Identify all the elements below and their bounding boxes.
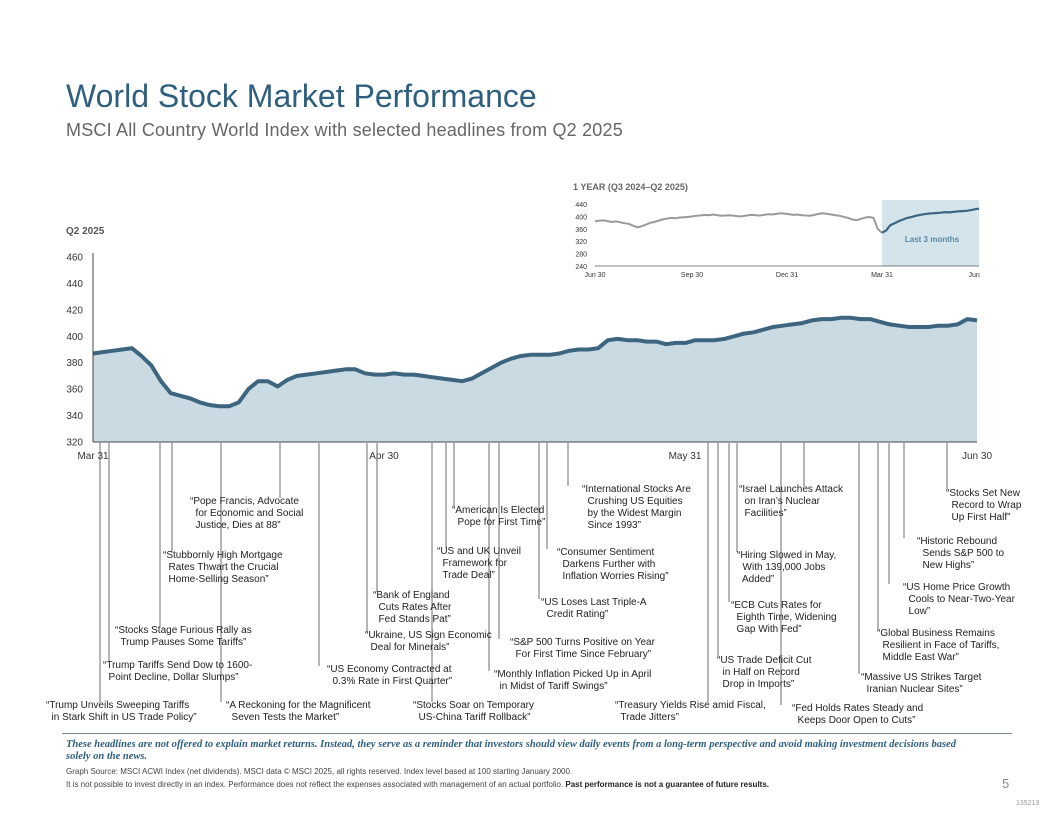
- main-y-tick-label: 380: [66, 358, 83, 369]
- risk-bold: Past performance is not a guarantee of f…: [565, 780, 769, 789]
- headline-11: “US and UK Unveil Framework for Trade De…: [437, 546, 521, 581]
- main-y-tick-label: 460: [66, 253, 83, 264]
- main-x-tick-label: Mar 31: [77, 451, 109, 462]
- headline-20: “ECB Cuts Rates for Eighth Time, Widenin…: [731, 600, 837, 635]
- headline-7: “US Economy Contracted at 0.3% Rate in F…: [327, 664, 453, 687]
- headline-6: “Pope Francis, Advocate for Economic and…: [190, 496, 304, 531]
- inset-y-tick-label: 320: [575, 239, 587, 246]
- headline-24: “Massive US Strikes Target Iranian Nucle…: [861, 672, 982, 695]
- risk-note: It is not possible to invest directly in…: [66, 780, 769, 789]
- main-x-tick-label: Jun 30: [962, 451, 992, 462]
- headline-1: “Trump Unveils Sweeping Tariffs in Stark…: [46, 700, 197, 723]
- main-y-tick-label: 320: [66, 438, 83, 449]
- inset-y-tick-label: 360: [575, 227, 587, 234]
- headline-18: “Treasury Yields Rise amid Fiscal, Trade…: [615, 700, 766, 723]
- document-code: 135213: [1016, 800, 1040, 807]
- headline-25: “Global Business Remains Resilient in Fa…: [877, 628, 1000, 663]
- headline-4: “Stubbornly High Mortgage Rates Thwart t…: [163, 550, 283, 585]
- headline-5: “A Reckoning for the Magnificent Seven T…: [226, 700, 371, 723]
- page-title: World Stock Market Performance: [66, 78, 537, 114]
- headline-17: “International Stocks Are Crushing US Eq…: [582, 484, 691, 531]
- inset-x-tick-label: Dec 31: [776, 272, 798, 279]
- headline-10: “Stocks Soar on Temporary US-China Tarif…: [413, 700, 534, 723]
- inset-chart-label: 1 YEAR (Q3 2024–Q2 2025): [573, 182, 688, 192]
- inset-line-prior: [594, 212, 883, 234]
- inset-y-tick-label: 400: [575, 214, 587, 221]
- headline-23: “Fed Holds Rates Steady and Keeps Door O…: [792, 703, 924, 726]
- main-y-tick-label: 340: [66, 411, 83, 422]
- headline-16: “Consumer Sentiment Darkens Further with…: [557, 547, 669, 582]
- main-chart-area: [93, 317, 977, 442]
- headline-2: “Trump Tariffs Send Dow to 1600- Point D…: [103, 660, 253, 683]
- headline-19: “US Trade Deficit Cut in Half on Record …: [717, 655, 812, 690]
- inset-x-tick-label: Jun 30: [968, 272, 980, 279]
- headline-21: “Hiring Slowed in May, With 139,000 Jobs…: [737, 550, 837, 585]
- headline-15: “US Loses Last Triple-A Credit Rating”: [541, 597, 647, 620]
- inset-y-tick-label: 440: [575, 202, 587, 209]
- inset-y-tick-label: 240: [575, 264, 587, 271]
- headline-14: “S&P 500 Turns Positive on Year For Firs…: [510, 637, 655, 660]
- inset-chart: 240 280 320 360 400 440 Jun 30 Sep 30 Dec 31 Mar …: [575, 200, 980, 279]
- main-y-tick-label: 360: [66, 385, 83, 396]
- main-x-tick-label: Apr 30: [369, 451, 399, 462]
- page-number: 5: [1002, 776, 1010, 791]
- headline-22: “Israel Launches Attack on Iran’s Nuclea…: [739, 484, 843, 519]
- headline-3: “Stocks Stage Furious Rally as Trump Pau…: [115, 625, 252, 648]
- headline-28: “Stocks Set New Record to Wrap Up First …: [946, 488, 1022, 523]
- main-chart: 320 340 360 380 400 420 440 460 Mar 31 Apr 30 May …: [66, 253, 992, 705]
- headline-13: “Monthly Inflation Picked Up in April in…: [494, 669, 652, 692]
- source-note: Graph Source: MSCI ACWI Index (net divid…: [66, 767, 573, 776]
- inset-x-tick-label: Sep 30: [681, 272, 703, 279]
- headline-27: “Historic Rebound Sends S&P 500 to New H…: [917, 536, 1005, 571]
- main-x-tick-label: May 31: [669, 451, 702, 462]
- main-y-tick-label: 420: [66, 305, 83, 316]
- inset-highlight-label: Last 3 months: [905, 235, 960, 244]
- main-chart-label: Q2 2025: [66, 226, 105, 237]
- page-subtitle: MSCI All Country World Index with select…: [66, 120, 623, 140]
- inset-line-last-3-months: [881, 207, 980, 234]
- inset-x-tick-label: Mar 31: [871, 272, 893, 279]
- inset-y-tick-label: 280: [575, 252, 587, 259]
- risk-text: It is not possible to invest directly in…: [66, 780, 566, 789]
- headline-9: “Bank of England Cuts Rates After Fed St…: [373, 590, 452, 625]
- headline-26: “US Home Price Growth Cools to Near-Two-…: [903, 582, 1015, 617]
- footer-rule: [62, 733, 1012, 734]
- main-chart-line: [92, 315, 978, 409]
- main-y-tick-label: 400: [66, 332, 83, 343]
- headline-8: “Ukraine, US Sign Economic Deal for Mine…: [365, 630, 492, 653]
- headline-12: “American Is Elected Pope for First Time…: [452, 505, 546, 528]
- inset-x-tick-label: Jun 30: [584, 272, 605, 279]
- disclaimer: These headlines are not offered to expla…: [66, 739, 956, 762]
- main-y-tick-label: 440: [66, 279, 83, 290]
